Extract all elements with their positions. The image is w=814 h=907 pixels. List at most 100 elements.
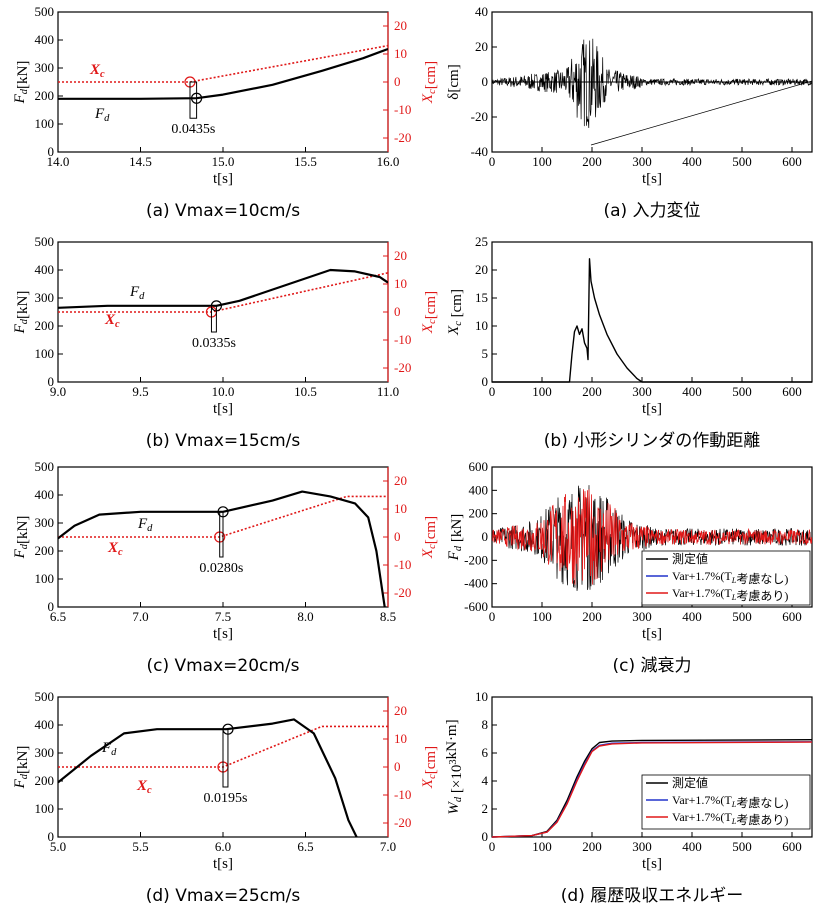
x-tick-label: 300 — [632, 384, 652, 399]
x-axis-label: t[s] — [642, 171, 662, 187]
x-tick-label: 400 — [682, 839, 702, 854]
x-tick-label: 5.0 — [50, 839, 66, 854]
x-axis-label: t[s] — [642, 626, 662, 642]
y-tick-label: 0 — [482, 74, 489, 89]
x-tick-label: 300 — [632, 154, 652, 169]
delay-label: 0.0195s — [203, 791, 247, 806]
legend-entry: Var+1.7%(TL考慮なし) — [672, 569, 788, 586]
y2-tick-label: -20 — [394, 360, 411, 375]
x-tick-label: 7.5 — [215, 609, 231, 624]
chart-right-a: 0 100 200 300 400 500 600 -40 -20 0 20 40 t[s] δ[cm] (… — [446, 4, 813, 221]
x-tick-label: 0 — [489, 839, 496, 854]
y-tick-label: 15 — [475, 290, 488, 305]
delay-label: 0.0335s — [192, 336, 236, 351]
legend-entry: Var+1.7%(TL考慮あり) — [672, 810, 788, 827]
y-tick-label: 20 — [475, 262, 488, 277]
y-tick-label: -400 — [464, 576, 488, 591]
x-tick-label: 100 — [532, 384, 552, 399]
y-tick-label: 200 — [35, 773, 55, 788]
y2-axis-label: Xc[cm] — [420, 291, 439, 334]
chart-left-c: 6.5 7.0 7.5 8.0 8.50100200300400500t[s]Fd[kN… — [12, 459, 439, 676]
x-tick-label: 200 — [582, 384, 602, 399]
xc-series-label: Xc — [136, 778, 152, 796]
y2-tick-label: -20 — [394, 130, 411, 145]
y-tick-label: 10 — [475, 318, 488, 333]
fd-series-label: Fd — [137, 516, 153, 534]
y-tick-label: 200 — [35, 88, 55, 103]
x-tick-label: 600 — [782, 839, 802, 854]
xc-series-line — [58, 44, 388, 83]
x-axis-label: t[s] — [642, 856, 662, 872]
chart-right-c: 0 100 200 300 400 500 600 -600 -400 -200 0 200 400 60… — [446, 459, 813, 676]
legend-box — [641, 774, 811, 830]
legend-entry: 測定値 — [672, 775, 708, 790]
x-tick-label: 16.0 — [377, 154, 400, 169]
chart-right-d: 0 100 200 300 400 500 600 0 2 4 6 8 10 t[s] Wd [×103kN… — [444, 689, 813, 906]
panel-caption: (a) 入力変位 — [603, 201, 700, 221]
fd-series-label: Fd — [101, 740, 117, 758]
x-tick-label: 200 — [582, 609, 602, 624]
y-tick-label: 8 — [482, 717, 489, 732]
y-tick-label: 300 — [35, 515, 55, 530]
x-axis-label: t[s] — [213, 401, 233, 417]
x-tick-label: 600 — [782, 384, 802, 399]
y-tick-label: 500 — [35, 4, 55, 19]
x-tick-label: 600 — [782, 609, 802, 624]
chart-left-b: 9.0 9.5 10.0 10.5 11.00100200300400500t[s]Fd… — [12, 234, 439, 451]
y-axis-label: Fd[kN] — [12, 516, 31, 560]
legend: 測定値 Var+1.7%(TL考慮なし)Var+1.7%(TL考慮あり) — [641, 774, 811, 830]
y-tick-label: 6 — [482, 745, 489, 760]
x-tick-label: 9.5 — [132, 384, 148, 399]
legend-entry: 測定値 — [672, 551, 708, 566]
model-with-tl-series-line — [492, 489, 812, 585]
y2-tick-label: 0 — [394, 74, 401, 89]
y-axis-label: Wd [×103kN·m] — [444, 719, 465, 814]
y-tick-label: 10 — [475, 689, 488, 704]
model-with-tl-series-line — [491, 741, 813, 838]
fd-series-label: Fd — [129, 284, 145, 302]
y-tick-label: 300 — [35, 290, 55, 305]
y-tick-label: 200 — [469, 506, 489, 521]
x-tick-label: 300 — [632, 609, 652, 624]
y-tick-label: 0 — [482, 829, 489, 844]
y-tick-label: 100 — [35, 116, 55, 131]
panel-caption: (c) Vmax=20cm/s — [146, 656, 299, 676]
x-tick-label: 300 — [632, 839, 652, 854]
y-axis-label: Fd [kN] — [446, 514, 465, 562]
legend: 測定値 Var+1.7%(TL考慮なし)Var+1.7%(TL考慮あり) — [641, 550, 811, 606]
x-tick-label: 400 — [682, 384, 702, 399]
x-tick-label: 200 — [582, 154, 602, 169]
y-tick-label: 100 — [35, 346, 55, 361]
panel-caption: (d) Vmax=25cm/s — [146, 886, 301, 906]
x-tick-label: 14.5 — [129, 154, 152, 169]
y2-tick-label: 20 — [394, 703, 407, 718]
delay-label: 0.0435s — [171, 122, 215, 137]
x-tick-label: 14.0 — [47, 154, 70, 169]
fd-series-line — [58, 268, 388, 309]
x-tick-label: 15.5 — [294, 154, 317, 169]
y-tick-label: 400 — [35, 717, 55, 732]
x-tick-label: 500 — [732, 154, 752, 169]
y2-tick-label: -10 — [394, 787, 411, 802]
y-tick-label: 5 — [482, 346, 489, 361]
panel-caption: (c) 減衰力 — [612, 656, 691, 676]
x-tick-label: 6.0 — [215, 839, 231, 854]
x-tick-label: 100 — [532, 839, 552, 854]
x-tick-label: 400 — [682, 154, 702, 169]
y2-tick-label: 10 — [394, 731, 407, 746]
y2-axis-label: Xc[cm] — [420, 61, 439, 104]
y2-tick-label: -10 — [394, 102, 411, 117]
x-tick-label: 5.5 — [132, 839, 148, 854]
xc-series-line — [492, 258, 812, 383]
x-tick-label: 10.5 — [294, 384, 317, 399]
x-tick-label: 400 — [682, 609, 702, 624]
y-tick-label: 400 — [35, 262, 55, 277]
y-axis-label: δ[cm] — [446, 64, 462, 99]
x-tick-label: 500 — [732, 609, 752, 624]
y-tick-label: 500 — [35, 689, 55, 704]
y-axis-label: Xc [cm] — [446, 289, 465, 336]
y-tick-label: 0 — [48, 599, 55, 614]
panel-caption: (a) Vmax=10cm/s — [146, 201, 300, 221]
y-tick-label: 400 — [35, 487, 55, 502]
y-tick-label: 400 — [35, 32, 55, 47]
